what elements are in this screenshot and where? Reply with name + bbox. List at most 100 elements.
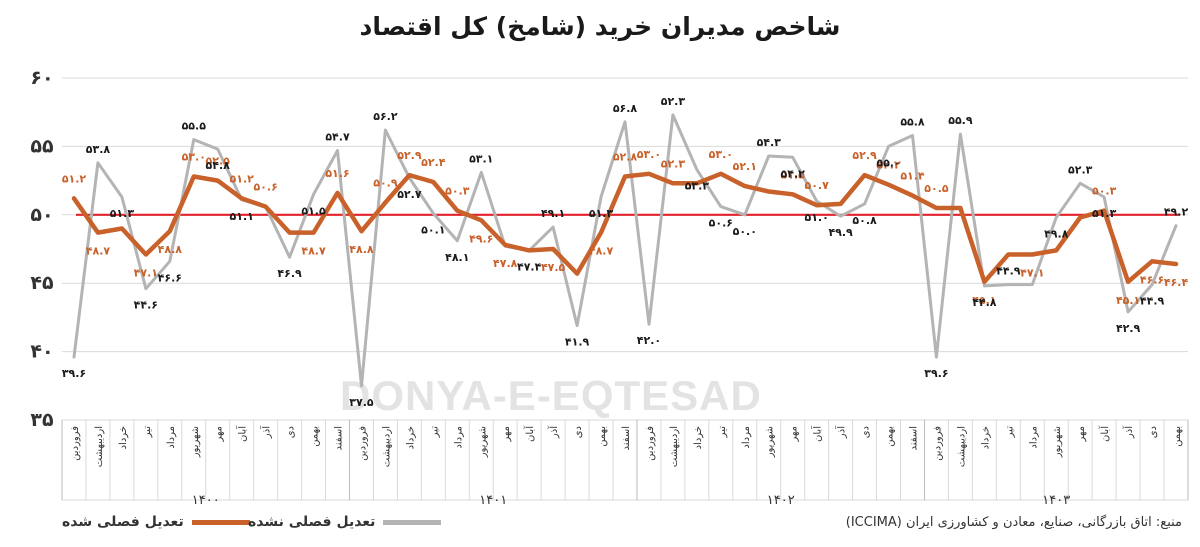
data-label-not-adjusted: ۵۲.۷ [397,188,422,201]
data-label-adjusted: ۵۰.۷ [804,179,829,192]
data-label-adjusted: ۴۷.۱ [1020,266,1044,279]
data-label-adjusted: ۴۷.۵ [541,261,566,274]
data-label-not-adjusted: ۵۴.۳ [757,136,782,149]
x-tick-label: خرداد [405,426,416,449]
data-label-adjusted: ۴۶.۴ [1164,276,1189,289]
data-label-not-adjusted: ۴۴.۶ [134,299,158,312]
x-tick-label: مهر [501,426,512,442]
x-tick-label: تیر [1004,426,1015,439]
x-tick-label: تیر [429,426,440,439]
data-label-adjusted: ۴۵.۱ [972,294,996,307]
x-tick-label: شهریور [190,426,201,458]
data-label-adjusted: ۵۰.۶ [253,181,277,194]
x-tick-label: اسفند [334,426,345,450]
x-tick-label: آذر [835,425,848,439]
data-label-adjusted: ۵۰.۵ [924,182,949,195]
source-note: منبع: اتاق بازرگانی، صنایع، معادن و کشاو… [845,515,1182,530]
x-tick-label: دی [573,426,584,438]
data-label-adjusted: ۴۹.۶ [469,232,493,245]
data-label-not-adjusted: ۳۹.۶ [924,367,948,380]
data-label-not-adjusted: ۵۱.۰ [804,211,828,224]
data-label-adjusted: ۴۵.۱ [1116,294,1140,307]
data-label-not-adjusted: ۴۱.۹ [565,336,590,349]
x-tick-label: بهمن [597,426,608,447]
x-tick-label: خرداد [980,426,991,449]
legend-label-not-adjusted: تعدیل فصلی نشده [248,514,376,530]
series-line-adjusted [71,171,1179,285]
x-tick-label: اردیبهشت [381,426,392,467]
x-tick-label: فروردین [645,426,656,461]
data-label-adjusted: ۵۰.۳ [1092,185,1117,198]
data-label-adjusted: ۵۲.۵ [206,155,231,168]
data-label-not-adjusted: ۴۶.۶ [158,271,182,284]
data-label-not-adjusted: ۴۹.۲ [1164,206,1189,219]
data-label-not-adjusted: ۵۵.۵ [182,120,207,133]
data-label-not-adjusted: ۵۱.۳ [589,207,614,220]
data-label-not-adjusted: ۵۱.۳ [110,207,135,220]
data-label-adjusted: ۵۰.۹ [373,176,398,189]
data-label-adjusted: ۵۳.۰ [709,148,733,161]
x-tick-label: آبان [236,425,249,442]
legend-item-seasonally-adjusted: تعدیل فصلی شده [62,514,250,530]
x-tick-label: تیر [142,426,153,439]
year-label: ۱۴۰۰ [192,493,220,508]
x-tick-label: فروردین [70,426,81,461]
data-label-not-adjusted: ۵۶.۸ [613,102,638,115]
data-label-not-adjusted: ۴۹.۸ [1044,228,1069,241]
y-tick-label: ۶۰ [30,67,53,89]
data-label-not-adjusted: ۵۰.۶ [709,217,733,230]
y-tick-label: ۴۵ [30,272,54,294]
x-tick-label: مهر [1076,426,1087,442]
data-label-not-adjusted: ۵۴.۲ [781,167,806,180]
x-tick-label: خرداد [118,426,129,449]
data-label-not-adjusted: ۴۹.۱ [541,207,565,220]
data-label-not-adjusted: ۴۸.۱ [445,251,469,264]
data-label-adjusted: ۴۸.۷ [86,245,111,258]
year-label: ۱۴۰۱ [479,493,507,508]
data-label-not-adjusted: ۴۷.۴ [517,260,542,273]
data-label-not-adjusted: ۴۹.۹ [828,226,853,239]
x-tick-label: دی [286,426,297,438]
x-tick-label: اردیبهشت [669,426,680,467]
data-label-not-adjusted: ۴۲.۰ [637,334,661,347]
data-label-not-adjusted: ۵۳.۸ [86,143,111,156]
x-tick-label: فروردین [357,426,368,461]
x-tick-label: تیر [717,426,728,439]
x-tick-label: آذر [260,425,273,439]
x-tick-label: شهریور [477,426,488,458]
x-tick-label: اسفند [621,426,632,450]
data-label-not-adjusted: ۵۱.۵ [301,204,326,217]
data-label-not-adjusted: ۵۶.۲ [373,110,398,123]
x-tick-label: اردیبهشت [94,426,105,467]
x-tick-label: آذر [547,425,560,439]
data-label-adjusted: ۵۱.۲ [62,172,87,185]
data-label-not-adjusted: ۵۰.۰ [733,225,757,238]
data-label-not-adjusted: ۴۴.۹ [996,265,1021,278]
x-tick-label: اردیبهشت [956,426,967,467]
data-label-not-adjusted: ۵۵.۰ [876,156,900,169]
legend-item-not-adjusted: تعدیل فصلی نشده [248,514,442,530]
data-label-adjusted: ۵۱.۵ [781,168,806,181]
x-tick-label: آبان [1098,425,1111,442]
legend-swatch-adjusted [191,519,250,525]
x-tick-label: اسفند [908,426,919,450]
data-label-not-adjusted: ۵۳.۱ [469,152,493,165]
data-label-not-adjusted: ۴۲.۹ [1116,322,1141,335]
data-label-not-adjusted: ۴۶.۹ [277,267,302,280]
x-tick-label: فروردین [932,426,943,461]
y-tick-label: ۴۰ [30,341,53,363]
data-label-adjusted: ۴۸.۷ [589,245,614,258]
x-tick-label: دی [1148,426,1159,438]
x-tick-label: خرداد [693,426,704,449]
x-tick-label: دی [861,426,872,438]
data-label-not-adjusted: ۵۱.۱ [230,210,254,223]
data-label-not-adjusted: ۵۰.۱ [421,223,445,236]
watermark: DONYA-E-EQTESAD [340,372,762,419]
legend-swatch-not-adjusted [383,519,442,525]
chart-title: شاخص مدیران خرید (شامخ) کل اقتصاد [359,12,841,41]
data-label-not-adjusted: ۵۴.۷ [325,131,350,144]
legend-label-adjusted: تعدیل فصلی شده [62,514,184,530]
data-label-adjusted: ۵۲.۳ [661,157,686,170]
data-label-not-adjusted: ۵۵.۸ [900,115,925,128]
x-tick-label: آبان [523,425,536,442]
